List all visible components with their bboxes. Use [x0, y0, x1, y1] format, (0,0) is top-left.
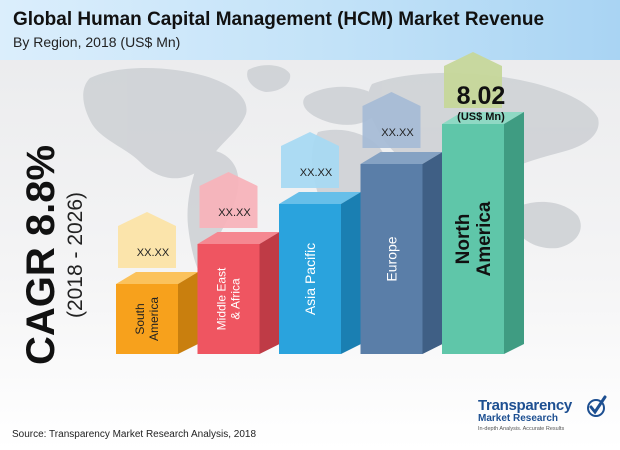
data-label-unit: (US$ Mn) — [457, 111, 505, 123]
bar-tag-arrow — [199, 172, 258, 228]
logo-name: Transparency — [478, 397, 572, 414]
data-label: 8.02 — [457, 82, 506, 110]
bar — [197, 244, 260, 354]
page-subtitle: By Region, 2018 (US$ Mn) — [13, 34, 181, 50]
bar-top — [116, 272, 198, 284]
page-title: Global Human Capital Management (HCM) Ma… — [13, 9, 545, 30]
bar-group-5: 8.02(US$ Mn) NorthAmerica — [442, 52, 524, 354]
bar-top — [360, 152, 443, 164]
bar-tag-arrow — [281, 132, 339, 188]
source-note: Source: Transparency Market Research Ana… — [12, 429, 257, 440]
category-label: Europe — [383, 236, 399, 281]
category-label: NorthAmerica — [453, 201, 495, 276]
category-label: Middle East& Africa — [215, 267, 243, 330]
bar-side — [422, 152, 443, 354]
bar — [279, 204, 341, 354]
bar-group-1: XX.XX SouthAmerica — [116, 212, 198, 354]
bar — [360, 164, 423, 354]
bar-side — [504, 112, 524, 354]
bar-group-2: XX.XX Middle East& Africa — [197, 172, 280, 354]
bar-tag-arrow — [444, 52, 502, 108]
bar-side — [341, 192, 361, 354]
bar-side — [178, 272, 198, 354]
cagr-label: CAGR 8.8% — [19, 145, 63, 365]
data-label: XX.XX — [300, 167, 333, 179]
bar-tag-arrow — [118, 212, 176, 268]
category-label: Asia Pacific — [302, 243, 318, 315]
bar — [116, 284, 178, 354]
logo-subtitle: Market Research — [478, 413, 559, 424]
bar-group-4: XX.XX Europe — [360, 92, 443, 354]
bar-top — [442, 112, 524, 124]
bar — [442, 124, 504, 354]
category-label: SouthAmerica — [133, 297, 161, 341]
bar-side — [259, 232, 280, 354]
data-label: XX.XX — [218, 207, 251, 219]
brand-logo: Transparency Market Research In-depth An… — [478, 395, 608, 441]
bar-tag-arrow — [362, 92, 421, 148]
bar-top — [279, 192, 361, 204]
logo-tagline: In-depth Analysis. Accurate Results — [478, 426, 565, 432]
bar-group-3: XX.XX Asia Pacific — [279, 132, 361, 354]
data-label: XX.XX — [137, 247, 170, 259]
bar-top — [197, 232, 280, 244]
header-banner: Global Human Capital Management (HCM) Ma… — [0, 0, 620, 60]
data-label: XX.XX — [381, 127, 414, 139]
checkmark-icon — [587, 395, 607, 417]
cagr-period: (2018 - 2026) — [64, 192, 87, 318]
